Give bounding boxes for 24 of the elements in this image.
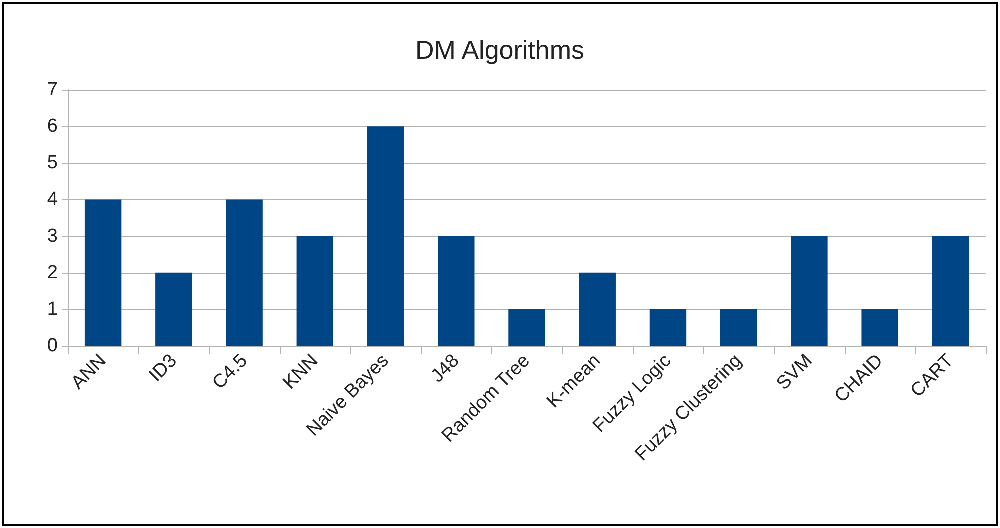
bar (296, 236, 334, 346)
y-tick-label: 0 (47, 336, 58, 356)
bar (367, 126, 404, 346)
y-tick-label: 4 (47, 189, 58, 210)
bar (226, 200, 263, 346)
y-tick-label: 5 (47, 152, 58, 174)
bar (579, 272, 616, 346)
x-tick-label: J48 (427, 350, 464, 388)
bar (932, 236, 970, 346)
bar (508, 309, 546, 346)
y-tick-label: 7 (47, 80, 58, 100)
bar (438, 236, 475, 346)
x-tick-label: ID3 (146, 350, 182, 386)
y-tick-label: 3 (47, 226, 58, 247)
y-tick-label: 2 (47, 262, 58, 284)
bar (650, 309, 687, 346)
bar (862, 309, 898, 346)
bar (720, 309, 758, 346)
bar (84, 200, 122, 346)
bar (156, 272, 192, 346)
bar (791, 236, 828, 346)
y-tick-label: 6 (47, 116, 58, 138)
chart-title: DM Algorithms (415, 35, 585, 65)
y-tick-label: 1 (47, 298, 58, 320)
